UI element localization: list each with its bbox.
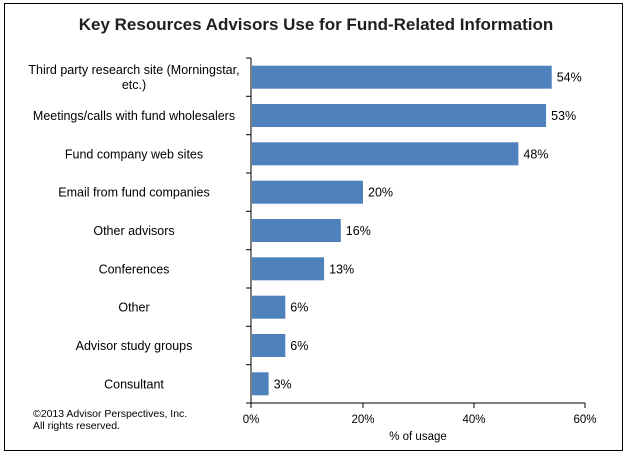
bar <box>252 295 286 319</box>
category-label: Third party research site (Morningstar, e… <box>28 63 239 92</box>
copyright-line-1: ©2013 Advisor Perspectives, Inc. <box>33 408 188 420</box>
bar <box>252 334 286 357</box>
data-label: 53% <box>551 109 576 123</box>
category-label-line: Fund company web sites <box>65 147 203 161</box>
category-label-line: Consultant <box>104 377 164 391</box>
plot-area: 54% Third party research site (Morningsta… <box>28 57 597 443</box>
data-label: 6% <box>290 339 308 353</box>
bar <box>252 142 519 166</box>
bar <box>252 257 325 281</box>
category-label: Fund company web sites <box>65 147 203 161</box>
data-label: 3% <box>274 377 292 391</box>
data-label: 16% <box>346 224 371 238</box>
category-label-line: Other advisors <box>93 224 174 238</box>
data-label: 54% <box>557 71 582 85</box>
copyright-notice: ©2013 Advisor Perspectives, Inc. All rig… <box>33 408 187 432</box>
bar <box>252 219 341 242</box>
category-label: Email from fund companies <box>58 186 209 200</box>
category-label: Conferences <box>99 262 170 276</box>
x-tick-label: 40% <box>462 414 485 426</box>
data-label: 20% <box>368 186 393 200</box>
x-axis-label: % of usage <box>389 431 447 443</box>
category-label: Other advisors <box>93 224 174 238</box>
category-label-line: etc.) <box>122 78 146 92</box>
data-label: 13% <box>329 262 354 276</box>
bar <box>252 104 547 127</box>
copyright-line-2: All rights reserved. <box>33 420 120 432</box>
category-label-line: Conferences <box>99 262 170 276</box>
data-label: 6% <box>290 301 308 315</box>
category-label: Advisor study groups <box>76 339 193 353</box>
bar <box>252 65 552 89</box>
category-label-line: Email from fund companies <box>58 186 209 200</box>
x-tick-label: 20% <box>351 414 374 426</box>
category-label-line: Meetings/calls with fund wholesalers <box>33 109 235 123</box>
bar <box>252 372 269 396</box>
category-label-line: Third party research site (Morningstar, <box>28 63 239 77</box>
category-label: Other <box>118 301 149 315</box>
x-tick-label: 0% <box>243 414 260 426</box>
bar <box>252 180 363 204</box>
data-label: 48% <box>523 147 548 161</box>
category-label-line: Other <box>118 301 149 315</box>
chart-title: Key Resources Advisors Use for Fund-Rela… <box>79 15 554 34</box>
category-label: Consultant <box>104 377 164 391</box>
category-label-line: Advisor study groups <box>76 339 193 353</box>
x-tick-label: 60% <box>573 414 596 426</box>
category-label: Meetings/calls with fund wholesalers <box>33 109 235 123</box>
